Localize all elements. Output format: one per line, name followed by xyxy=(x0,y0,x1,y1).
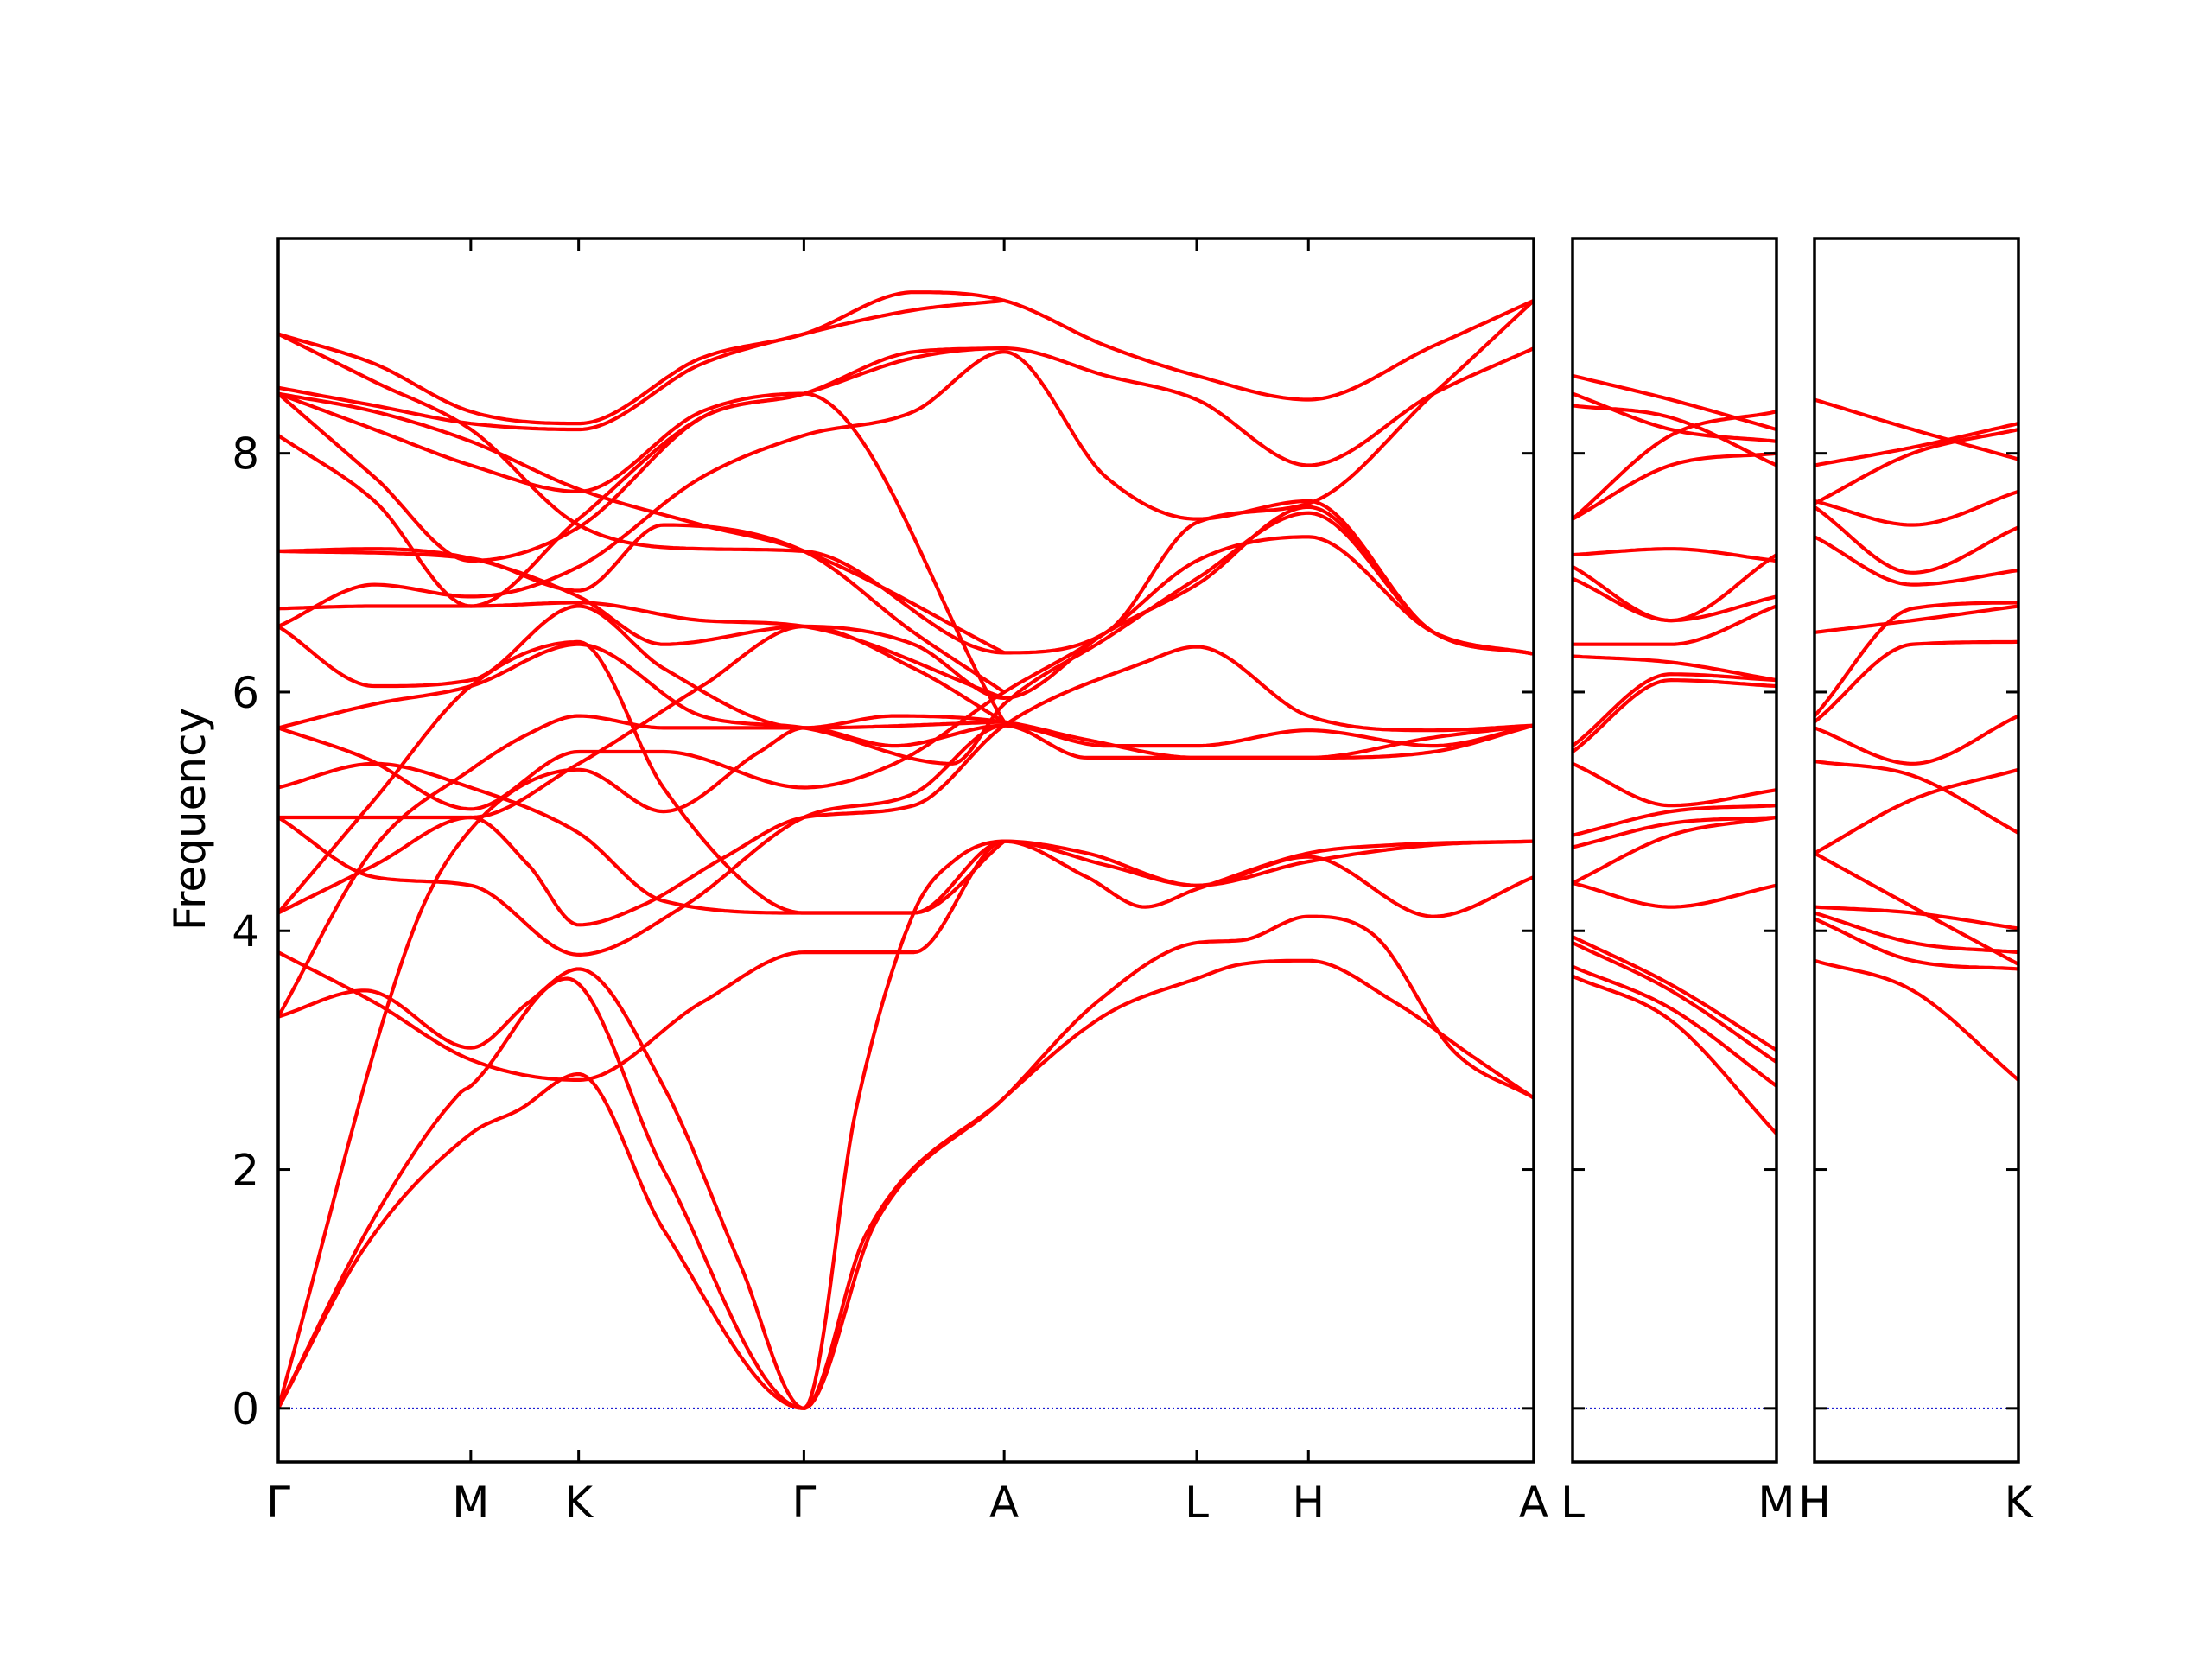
y-tick-label: 0 xyxy=(232,1384,259,1434)
phonon-band-7 xyxy=(1815,760,2018,836)
phonon-band-12 xyxy=(1815,535,2018,587)
x-tick-label: Γ xyxy=(266,1478,290,1528)
x-tick-label: M xyxy=(1758,1478,1795,1528)
x-tick-label: A xyxy=(1519,1478,1548,1528)
x-tick-label: H xyxy=(1798,1478,1831,1528)
phonon-band-2 xyxy=(1815,917,2018,971)
phonon-band-11 xyxy=(278,505,1534,820)
phonon-band-18 xyxy=(278,350,1534,656)
phonon-band-17 xyxy=(1815,397,2018,461)
phonon-band-20 xyxy=(1573,391,1777,443)
phonon-band-9 xyxy=(1815,639,2018,724)
x-tick-label: A xyxy=(989,1478,1019,1528)
phonon-band-8 xyxy=(1815,714,2018,766)
phonon-band-21 xyxy=(278,391,1007,724)
phonon-band-5 xyxy=(1573,880,1777,909)
phonon-band-1 xyxy=(1815,958,2018,1082)
phonon-band-16 xyxy=(1573,547,1777,563)
x-tick-label: K xyxy=(2005,1478,2034,1528)
plot-frame xyxy=(276,237,1535,1464)
x-tick-label: L xyxy=(1185,1478,1209,1528)
phonon-band-5 xyxy=(1815,851,2018,966)
x-tick-label: H xyxy=(1292,1478,1325,1528)
phonon-band-13 xyxy=(1815,505,2018,575)
phonon-band-20 xyxy=(278,346,1007,563)
x-tick-label: K xyxy=(564,1478,594,1528)
phonon-band-1 xyxy=(278,958,1534,1410)
phonon-band-8 xyxy=(1573,804,1777,837)
phonon-band-21 xyxy=(1573,373,1777,432)
phonon-band-13 xyxy=(1573,604,1777,646)
y-tick-label: 4 xyxy=(232,906,259,957)
phonon-band-18 xyxy=(1573,410,1777,521)
phonon-band-13 xyxy=(278,511,1534,766)
phonon-band-14 xyxy=(278,604,1007,730)
y-axis-label: Frequency xyxy=(165,708,215,931)
phonon-band-16 xyxy=(278,523,1007,695)
phonon-band-25 xyxy=(278,298,1007,432)
phonon-band-9 xyxy=(1573,761,1777,808)
phonon-band-5 xyxy=(278,714,1534,1019)
panel-1: 0 2 4 6 8 Γ M K Γ A L H A xyxy=(232,237,1548,1528)
phonon-band-11 xyxy=(1573,672,1777,748)
phonon-band-12 xyxy=(1573,654,1777,683)
phonon-band-4 xyxy=(1815,905,2018,931)
phonon-band-11 xyxy=(1815,604,2018,634)
phonon-band-1 xyxy=(1573,974,1777,1136)
y-tick-label: 2 xyxy=(232,1146,259,1196)
panel-3-bands xyxy=(1815,397,2018,1082)
phonon-band-2 xyxy=(1573,964,1777,1088)
y-tick-label: 6 xyxy=(232,668,259,718)
phonon-band-15 xyxy=(1815,427,2018,505)
phonon-band-4 xyxy=(1573,935,1777,1052)
x-tick-label: M xyxy=(452,1478,489,1528)
panel-2-bands xyxy=(1573,373,1777,1136)
phonon-band-4 xyxy=(278,839,1534,1410)
phonon-band-10 xyxy=(1815,601,2018,718)
phonon-band-14 xyxy=(1815,489,2018,527)
phonon-band-9 xyxy=(278,723,1534,957)
phonon-band-15 xyxy=(1573,553,1777,623)
phonon-band-17 xyxy=(1573,451,1777,521)
phonon-band-10 xyxy=(1573,678,1777,754)
x-tick-label: Γ xyxy=(791,1478,816,1528)
phonon-band-3 xyxy=(1815,911,2018,955)
phonon-band-24 xyxy=(278,290,1534,426)
phonon-band-15 xyxy=(278,601,1007,700)
phonon-band-6 xyxy=(1573,815,1777,886)
y-tick-label: 8 xyxy=(232,429,259,480)
phonon-band-23 xyxy=(278,298,1534,655)
phonon-band-10 xyxy=(278,761,1007,915)
phonon-band-7 xyxy=(278,645,1534,927)
panel-1-bands xyxy=(278,290,1534,1410)
phonon-band-19 xyxy=(278,346,1534,608)
phonon-band-16 xyxy=(1815,422,2018,467)
phonon-band-6 xyxy=(1815,767,2018,855)
x-tick-label: L xyxy=(1560,1478,1585,1528)
phonon-band-7 xyxy=(1573,815,1777,849)
phonon-band-3 xyxy=(1573,941,1777,1065)
plot-frame xyxy=(1571,237,1778,1464)
plot-frame xyxy=(1813,237,2020,1464)
phonon-band-17 xyxy=(278,547,1007,724)
